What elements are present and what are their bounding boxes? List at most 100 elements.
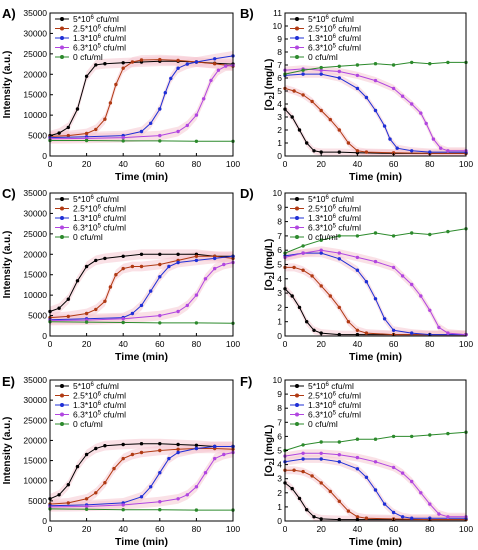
x-tick-label: 0 (48, 339, 53, 349)
data-point (305, 508, 309, 512)
legend-marker (60, 422, 64, 426)
chart-panel: 0 20 40 60 80 100 0 5000 10000 15000 20000 25000 300… (2, 186, 240, 363)
data-point (400, 94, 405, 98)
legend-label: 1.3*106 cfu/ml (308, 400, 361, 410)
legend-marker (295, 422, 299, 426)
data-point (108, 101, 113, 105)
y-tick-label: 8 (277, 403, 282, 413)
data-point (121, 320, 125, 325)
data-point (382, 317, 387, 321)
y-tick-label: 1 (277, 138, 282, 148)
data-point (328, 489, 332, 494)
x-axis-label: Time (min) (349, 351, 402, 363)
series-line (49, 508, 233, 511)
data-point (121, 254, 125, 258)
y-tick-label: 1 (277, 317, 282, 327)
data-point (301, 443, 305, 447)
data-point (130, 60, 135, 64)
legend-marker (295, 26, 299, 31)
data-point (355, 149, 360, 153)
y-tick-label: 8 (277, 217, 282, 227)
x-tick-label: 20 (82, 339, 92, 349)
data-point (446, 331, 450, 335)
data-point (391, 510, 396, 515)
data-point (337, 251, 341, 255)
data-point (355, 255, 360, 260)
legend-label: 2.5*106 cfu/ml (73, 391, 126, 401)
data-point (301, 251, 305, 255)
y-tick-label: 25000 (23, 229, 47, 239)
y-tick-label: 1 (277, 502, 282, 512)
plot-frame (284, 12, 467, 157)
y-tick-label: 3 (277, 112, 282, 122)
data-point (312, 328, 316, 332)
data-point (337, 234, 341, 238)
data-point (391, 151, 396, 155)
data-point (194, 258, 199, 263)
data-point (410, 282, 414, 287)
data-point (158, 471, 162, 475)
y-tick-label: 8 (277, 47, 282, 57)
data-point (57, 131, 61, 135)
data-point (202, 97, 206, 101)
data-point (355, 437, 360, 441)
y-tick-label: 2 (277, 302, 282, 312)
y-tick-label: 30000 (23, 395, 47, 405)
data-point (292, 468, 296, 472)
y-tick-label: 10000 (23, 476, 47, 486)
data-point (94, 127, 98, 132)
data-point (428, 502, 432, 506)
error-band (285, 246, 466, 336)
data-point (410, 60, 414, 65)
legend-label: 0 cfu/ml (308, 419, 338, 429)
data-point (158, 57, 162, 62)
x-axis-label: Time (min) (115, 351, 168, 363)
data-point (319, 65, 323, 70)
data-point (290, 486, 294, 491)
data-point (301, 469, 305, 474)
y-tick-label: 11 (273, 8, 282, 18)
legend-label: 1.3*106 cfu/ml (308, 213, 361, 223)
legend-marker (295, 412, 299, 417)
data-point (121, 266, 125, 271)
data-point (297, 496, 302, 501)
data-point (185, 62, 189, 66)
x-tick-label: 60 (389, 159, 399, 169)
x-tick-label: 0 (48, 159, 53, 169)
y-tick-label: 0 (42, 516, 47, 526)
data-point (213, 57, 217, 61)
legend: 5*106 cfu/ml2.5*106 cfu/ml1.3*106 cfu/ml… (290, 194, 361, 242)
y-tick-label: 20000 (23, 435, 47, 445)
data-point (410, 149, 414, 153)
data-point (400, 274, 405, 278)
legend-label: 2.5*106 cfu/ml (73, 24, 126, 34)
data-point (337, 517, 341, 522)
legend-label: 0 cfu/ml (73, 232, 103, 242)
x-tick-label: 100 (226, 159, 240, 169)
legend-marker (295, 225, 299, 230)
data-point (203, 277, 208, 281)
data-point (158, 139, 162, 143)
data-point (319, 251, 323, 255)
legend-marker (295, 235, 299, 239)
y-tick-label: 30000 (23, 28, 47, 38)
x-tick-label: 80 (425, 339, 435, 349)
data-point (139, 129, 144, 134)
data-point (194, 443, 199, 447)
data-point (410, 102, 414, 106)
data-point (364, 150, 369, 154)
data-point (410, 479, 414, 484)
data-point (103, 299, 107, 303)
plot-frame (49, 379, 234, 522)
data-point (149, 485, 153, 489)
data-point (84, 507, 89, 511)
chart-panel: 0 20 40 60 80 100 0 5000 10000 15000 20000 25000 300… (2, 374, 240, 548)
data-point (121, 503, 125, 507)
y-tick-label: 5 (277, 86, 282, 96)
data-point (158, 313, 162, 318)
data-point (103, 481, 107, 485)
data-point (66, 125, 71, 130)
series-line (284, 452, 466, 518)
data-point (373, 231, 378, 235)
x-axis-label: Time (min) (115, 171, 168, 183)
